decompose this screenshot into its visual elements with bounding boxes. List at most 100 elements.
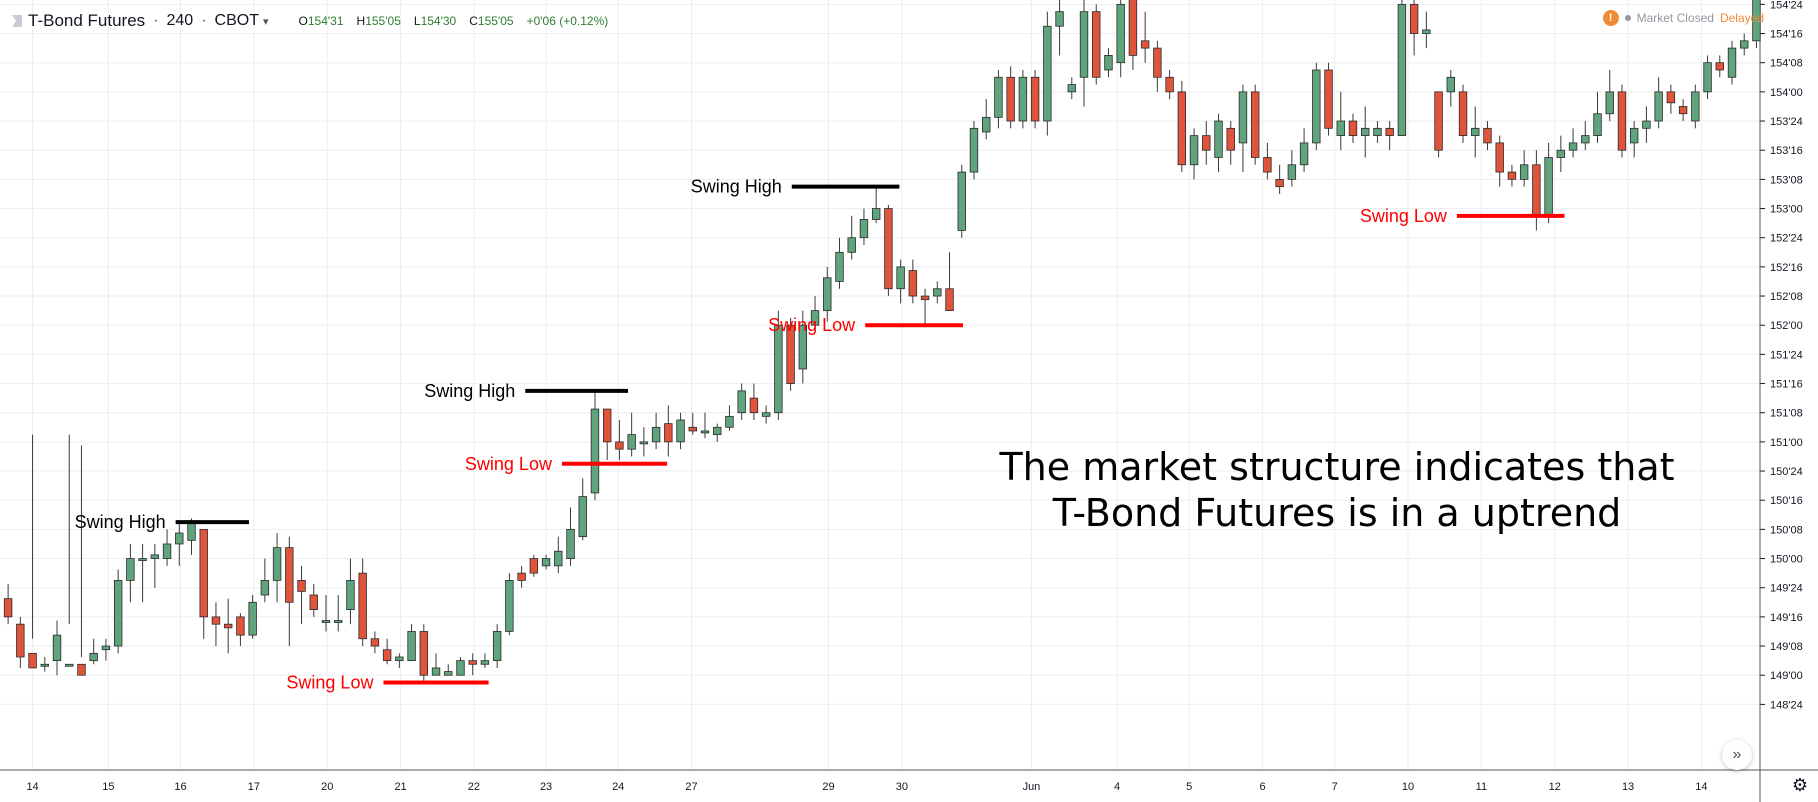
ohlc-readout: O154'31 H155'05 L154'30 C155'05 +0'06 (+… bbox=[299, 14, 609, 28]
candle bbox=[138, 543, 147, 603]
candle-body bbox=[1226, 127, 1235, 151]
y-tick-label: 149'16 bbox=[1770, 612, 1803, 624]
candle-body bbox=[1471, 127, 1480, 137]
candle bbox=[847, 215, 856, 260]
candle bbox=[1153, 40, 1162, 92]
y-tick-label: 154'16 bbox=[1770, 29, 1803, 41]
candle bbox=[321, 595, 331, 632]
low-label: L bbox=[413, 14, 421, 28]
swing-low-label: Swing Low bbox=[286, 673, 374, 693]
status-dot bbox=[1624, 15, 1631, 21]
candle bbox=[798, 310, 808, 384]
candle bbox=[1727, 40, 1737, 85]
candle bbox=[566, 507, 575, 566]
candle-body bbox=[1397, 3, 1407, 137]
scroll-right-icon[interactable]: » bbox=[1722, 740, 1752, 770]
y-tick-label: 149'00 bbox=[1770, 670, 1803, 682]
candle-body bbox=[1483, 127, 1492, 144]
candle-body bbox=[77, 663, 86, 676]
candle bbox=[101, 638, 111, 661]
candle-body bbox=[554, 550, 563, 567]
candle-body bbox=[529, 558, 539, 574]
candle bbox=[982, 99, 991, 140]
candle-body bbox=[162, 543, 172, 559]
candle-body bbox=[676, 419, 685, 443]
y-tick-label: 153'16 bbox=[1770, 145, 1803, 157]
candle-body bbox=[407, 631, 416, 662]
symbol-name[interactable]: T-Bond Futures bbox=[28, 11, 146, 30]
x-tick-label: 15 bbox=[102, 781, 114, 793]
candle bbox=[725, 405, 734, 431]
candle-body bbox=[1324, 69, 1333, 129]
x-tick-label: 4 bbox=[1114, 781, 1120, 793]
candle-body bbox=[1568, 142, 1578, 151]
candle-body bbox=[1067, 84, 1076, 93]
y-tick-label: 154'08 bbox=[1770, 58, 1803, 70]
x-tick-label: 16 bbox=[174, 781, 186, 793]
warning-icon[interactable]: ! bbox=[1602, 10, 1619, 26]
candle bbox=[859, 208, 869, 245]
candle bbox=[774, 310, 783, 421]
candle bbox=[126, 543, 135, 603]
candle bbox=[1642, 106, 1651, 143]
close-value: 155'05 bbox=[477, 14, 514, 28]
exchange-label[interactable]: CBOT bbox=[214, 12, 259, 29]
candle-body bbox=[774, 324, 783, 414]
candle bbox=[28, 434, 37, 669]
candle-body bbox=[1287, 164, 1297, 180]
candle-body bbox=[1691, 91, 1700, 122]
candle-body bbox=[847, 237, 856, 253]
candle-body bbox=[896, 266, 905, 290]
candle-body bbox=[395, 656, 404, 662]
candle-body bbox=[40, 663, 49, 667]
candle bbox=[835, 237, 844, 289]
candle bbox=[933, 281, 942, 304]
delayed-label[interactable]: Delayed bbox=[1719, 11, 1764, 25]
interval-label[interactable]: 240 bbox=[166, 12, 194, 29]
candle bbox=[1128, 0, 1138, 70]
candle-body bbox=[1140, 40, 1150, 49]
settings-gear-icon[interactable]: ⚙ bbox=[1791, 775, 1808, 795]
candle-body bbox=[89, 652, 98, 662]
chevron-down-icon[interactable]: ▾ bbox=[262, 15, 269, 28]
candle-body bbox=[1752, 0, 1761, 42]
candle bbox=[1116, 0, 1125, 78]
x-tick-label: 13 bbox=[1622, 781, 1634, 793]
candle bbox=[1250, 84, 1260, 165]
x-tick-label: Jun bbox=[1023, 781, 1041, 793]
candle bbox=[272, 533, 282, 603]
swing-high-label: Swing High bbox=[75, 512, 166, 532]
candle bbox=[358, 558, 367, 647]
annotation-note-line1: The market structure indicates that bbox=[998, 445, 1674, 489]
candle-body bbox=[1055, 11, 1064, 27]
candle bbox=[1678, 99, 1688, 122]
candle-body bbox=[480, 660, 490, 665]
candle bbox=[1092, 4, 1101, 85]
candle-body bbox=[982, 116, 991, 133]
candle bbox=[700, 412, 710, 439]
price-axis: 148'24 149'00 149'08 149'16 149'24 150'00 150'… bbox=[1759, 0, 1803, 802]
candle-body bbox=[957, 171, 966, 231]
candle bbox=[1715, 55, 1724, 78]
candle-body bbox=[969, 127, 979, 173]
candle bbox=[1055, 0, 1064, 56]
candle bbox=[309, 584, 318, 617]
candle-body bbox=[908, 270, 918, 297]
candle bbox=[297, 565, 306, 625]
candle-body bbox=[713, 426, 722, 435]
candle-body bbox=[1678, 106, 1688, 115]
candle-body bbox=[1703, 62, 1712, 93]
candle-body bbox=[1740, 40, 1749, 49]
candle bbox=[1666, 84, 1676, 114]
candle-body bbox=[285, 547, 294, 603]
x-tick-label: 27 bbox=[685, 781, 697, 793]
candle-body bbox=[578, 496, 587, 538]
candle-body bbox=[761, 412, 771, 417]
separator-dot: · bbox=[201, 12, 207, 29]
candle-body bbox=[1202, 135, 1211, 151]
grid-lines bbox=[0, 0, 1760, 770]
candle-body bbox=[260, 580, 270, 596]
candle-body bbox=[1519, 164, 1529, 180]
candle bbox=[1324, 62, 1333, 136]
